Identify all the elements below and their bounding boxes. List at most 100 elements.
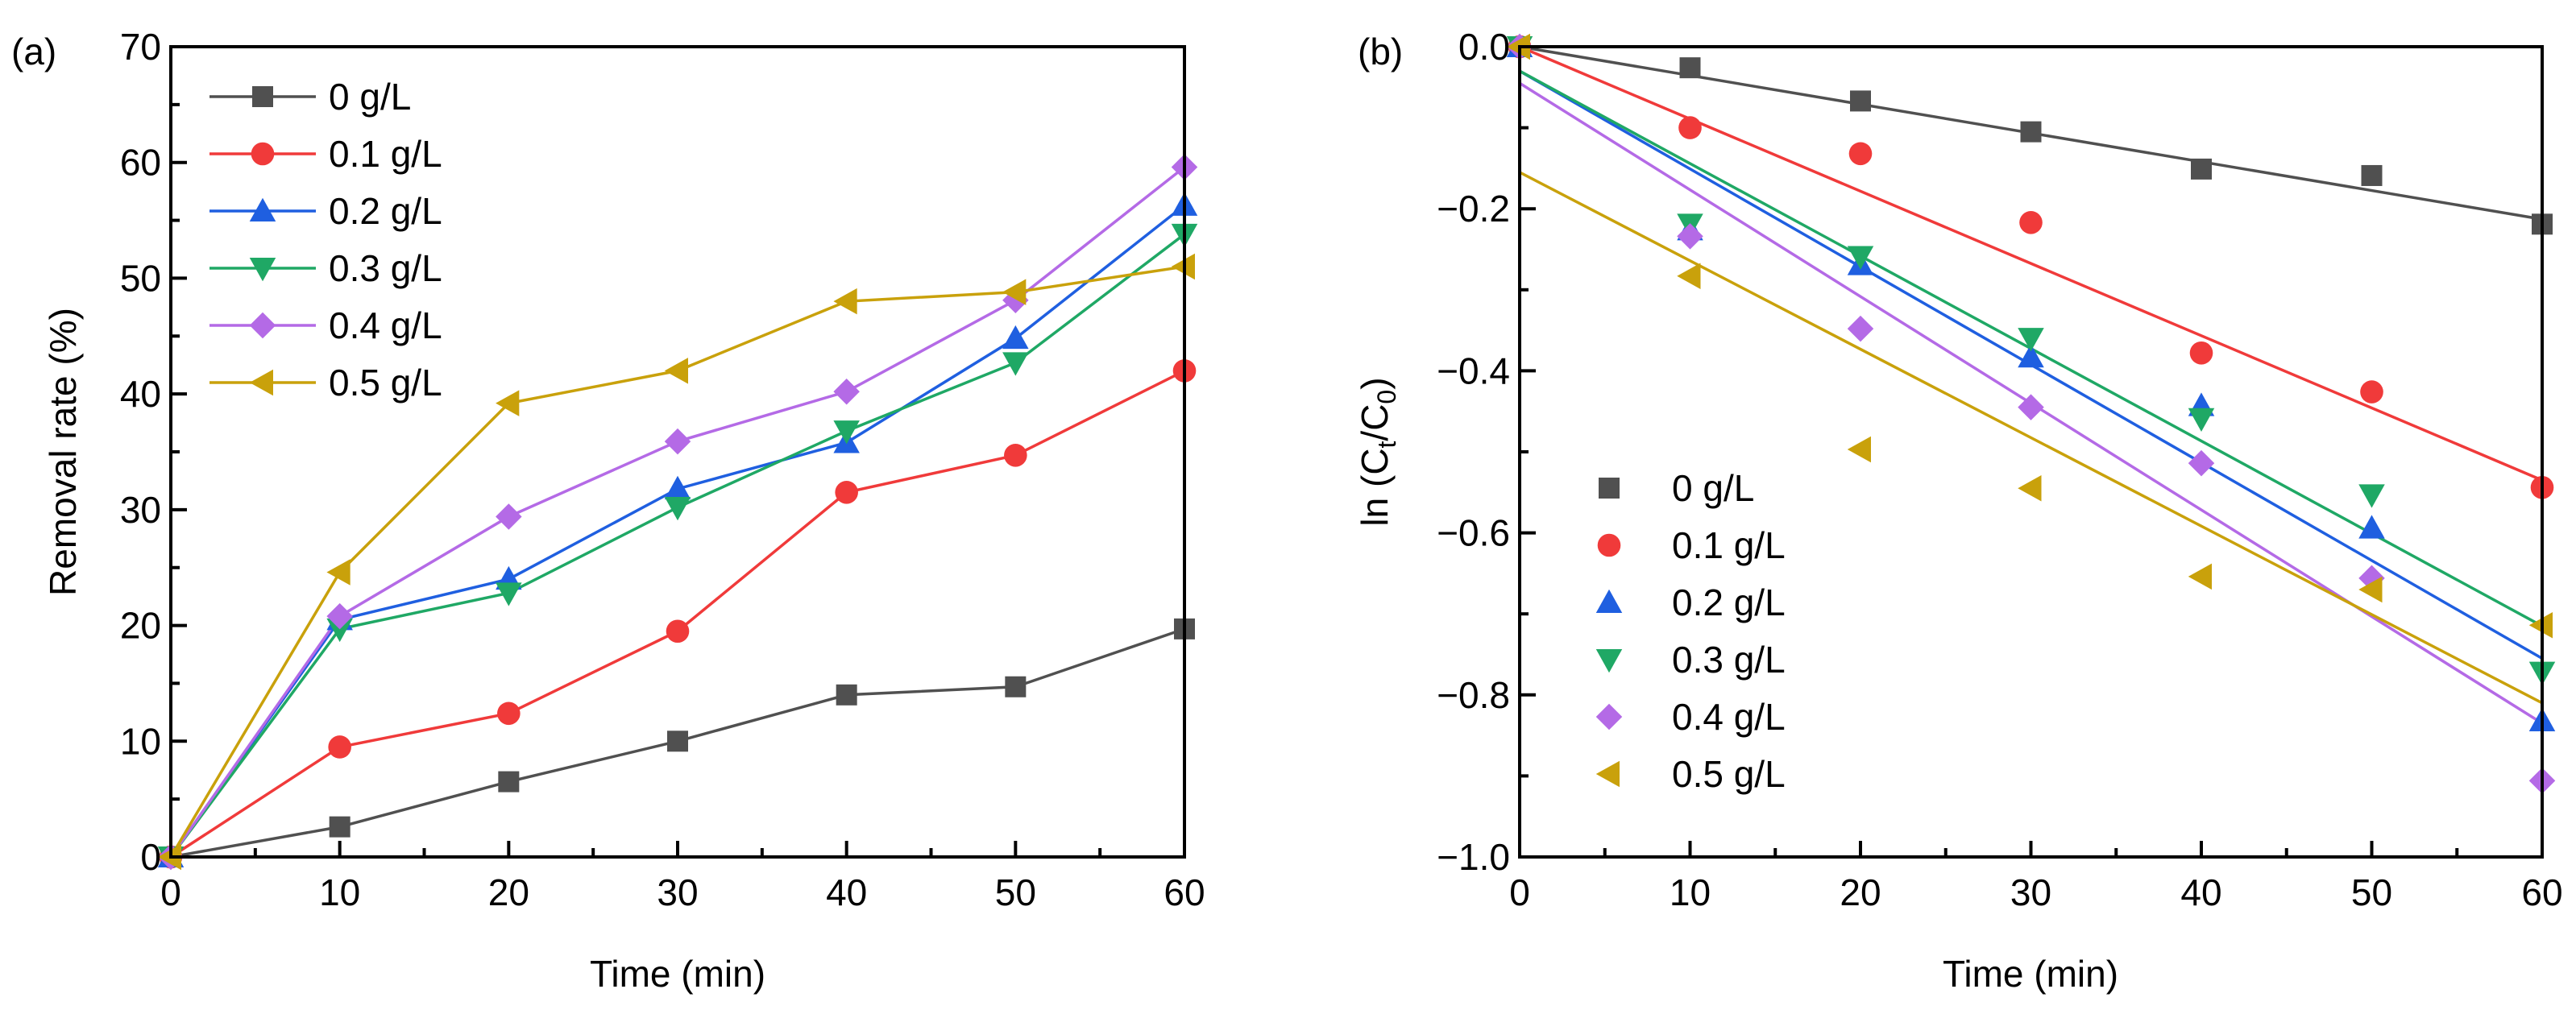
data-point xyxy=(664,428,691,455)
x-tick-label: 60 xyxy=(1164,871,1205,913)
data-point xyxy=(329,816,351,838)
series-line xyxy=(169,265,1185,858)
data-point xyxy=(2018,475,2042,502)
data-point xyxy=(1679,57,1701,79)
fit-line xyxy=(1519,171,2543,705)
data-point xyxy=(664,496,691,521)
panel-b-y-axis-label: ln (Ct/C0) xyxy=(1354,377,1401,526)
legend-marker xyxy=(252,86,273,107)
data-point xyxy=(326,602,353,630)
panel-a-x-ticks: 0 10 20 30 40 50 60 xyxy=(160,841,1205,913)
ylabel-b-end: ) xyxy=(1354,377,1396,389)
panel-a-plot-area xyxy=(157,154,1198,871)
data-point xyxy=(1002,325,1029,350)
legend-label: 0.3 g/L xyxy=(329,247,442,289)
y-tick-label: −0.2 xyxy=(1437,188,1510,230)
x-tick-label: 20 xyxy=(1840,871,1881,913)
data-point xyxy=(2189,341,2213,365)
y-tick-label: −0.4 xyxy=(1437,350,1510,391)
data-point xyxy=(1004,444,1027,467)
ylabel-b-main: ln (C xyxy=(1354,448,1396,526)
panel-b-x-ticks: 0 10 20 30 40 50 60 xyxy=(1509,841,2563,913)
data-point xyxy=(833,420,860,445)
legend-marker xyxy=(1595,703,1623,730)
data-point xyxy=(497,702,521,726)
panel-a: (a) 0 10 20 30 40 50 60 0 10 20 30 40 50 60 70 Time (… xyxy=(11,26,1205,995)
y-tick-label: −0.8 xyxy=(1437,674,1510,716)
data-point xyxy=(664,358,688,384)
panel-a-label: (a) xyxy=(11,31,56,72)
legend-label: 0.4 g/L xyxy=(329,304,442,346)
data-point xyxy=(664,475,691,499)
data-point xyxy=(2188,408,2215,433)
data-point xyxy=(1848,142,1873,166)
legend-label: 0.4 g/L xyxy=(1672,696,1786,738)
y-tick-label: −1.0 xyxy=(1437,836,1510,878)
panel-a-y-ticks: 0 10 20 30 40 50 60 70 xyxy=(120,26,187,878)
data-point xyxy=(835,481,858,504)
panel-a-legend: 0 g/L 0.1 g/L 0.2 g/L 0.3 g/L 0.4 g/L 0.5 g/L xyxy=(209,76,442,404)
y-tick-label: 0 xyxy=(140,836,161,878)
data-point xyxy=(1847,436,1871,463)
data-point xyxy=(1847,246,1874,270)
legend-label: 0.1 g/L xyxy=(329,133,442,175)
ylabel-b-sub2: 0 xyxy=(1372,390,1401,404)
data-point xyxy=(498,771,520,793)
panel-a-x-axis-label: Time (min) xyxy=(590,953,765,995)
x-tick-label: 60 xyxy=(2521,871,2562,913)
legend-marker xyxy=(1595,760,1620,788)
data-point xyxy=(666,619,690,644)
data-point xyxy=(496,503,522,530)
x-tick-label: 30 xyxy=(657,871,698,913)
x-tick-label: 20 xyxy=(488,871,529,913)
legend-label: 0.1 g/L xyxy=(1672,524,1786,566)
data-point xyxy=(1677,223,1703,250)
data-point xyxy=(1002,352,1029,376)
legend-label: 0.3 g/L xyxy=(1672,639,1786,681)
y-tick-label: 30 xyxy=(120,489,161,531)
panel-b-legend: 0 g/L 0.1 g/L 0.2 g/L 0.3 g/L 0.4 g/L 0.5 g/L xyxy=(1595,467,1786,795)
legend-marker xyxy=(249,197,276,221)
legend-marker xyxy=(1595,589,1623,613)
panel-b-y-ticks: 0.0 −0.2 −0.4 −0.6 −0.8 −1.0 xyxy=(1437,26,1536,878)
legend-label: 0.5 g/L xyxy=(329,362,442,404)
legend-label: 0.2 g/L xyxy=(329,190,442,232)
legend-marker xyxy=(1595,649,1623,673)
legend-label: 0 g/L xyxy=(329,76,411,118)
data-point xyxy=(2018,344,2044,368)
y-tick-label: 50 xyxy=(120,257,161,299)
x-tick-label: 10 xyxy=(1670,871,1711,913)
data-point xyxy=(2188,449,2215,477)
series-line xyxy=(169,233,1186,859)
legend-marker xyxy=(1597,533,1621,557)
x-tick-label: 0 xyxy=(1509,871,1530,913)
data-point xyxy=(326,618,353,643)
y-tick-label: 10 xyxy=(120,720,161,762)
ylabel-b-mid: /C xyxy=(1354,404,1396,441)
legend-label: 0.5 g/L xyxy=(1672,753,1786,795)
y-tick-label: 20 xyxy=(120,605,161,647)
data-point xyxy=(2358,484,2385,508)
ylabel-b-sub1: t xyxy=(1372,441,1401,448)
data-point xyxy=(326,559,351,586)
data-point xyxy=(833,379,860,405)
legend-marker xyxy=(1599,478,1620,499)
y-tick-label: −0.6 xyxy=(1437,512,1510,554)
x-tick-label: 50 xyxy=(995,871,1036,913)
data-point xyxy=(1678,116,1702,139)
data-point xyxy=(496,582,522,606)
data-point xyxy=(2191,158,2212,180)
data-point xyxy=(1847,315,1874,342)
data-point xyxy=(328,735,351,759)
legend-label: 0.2 g/L xyxy=(1672,581,1786,623)
data-point xyxy=(1005,676,1027,697)
y-tick-label: 60 xyxy=(120,142,161,184)
data-point xyxy=(2018,394,2044,420)
data-point xyxy=(2020,121,2042,143)
x-tick-label: 50 xyxy=(2351,871,2392,913)
data-point xyxy=(1677,263,1701,289)
y-tick-label: 70 xyxy=(120,26,161,68)
legend-label: 0 g/L xyxy=(1672,467,1754,509)
x-tick-label: 40 xyxy=(826,871,867,913)
